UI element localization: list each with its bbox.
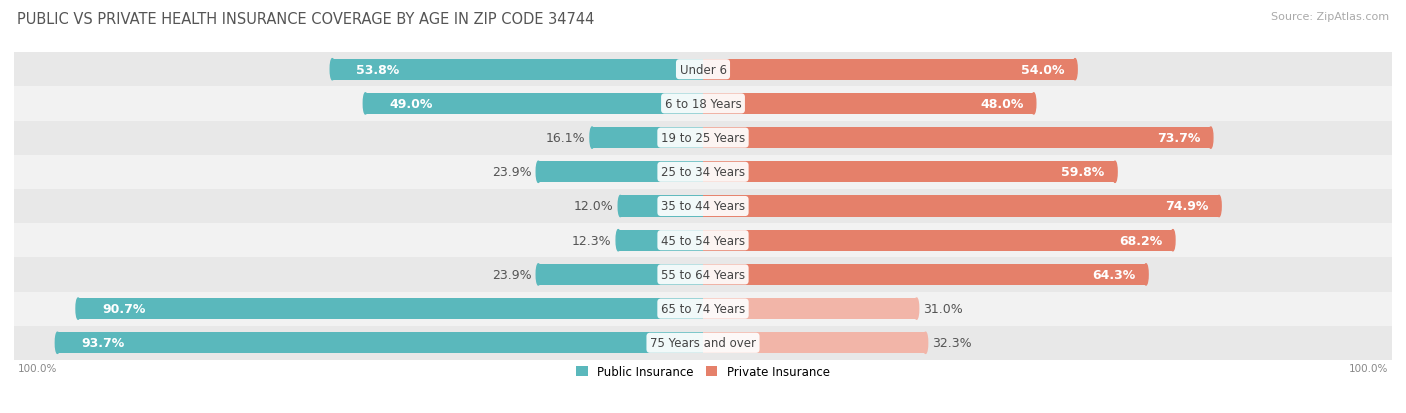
Text: Under 6: Under 6 [679,64,727,76]
Bar [703,298,917,319]
Text: PUBLIC VS PRIVATE HEALTH INSURANCE COVERAGE BY AGE IN ZIP CODE 34744: PUBLIC VS PRIVATE HEALTH INSURANCE COVER… [17,12,595,27]
Bar [79,298,703,319]
Circle shape [536,264,540,285]
Bar [703,162,1115,183]
Text: 100.0%: 100.0% [1350,363,1389,373]
Text: 23.9%: 23.9% [492,166,531,179]
Circle shape [1032,94,1036,115]
Bar [366,94,703,115]
Text: 19 to 25 Years: 19 to 25 Years [661,132,745,145]
Text: 59.8%: 59.8% [1062,166,1105,179]
Bar [703,94,1033,115]
Bar [703,332,925,354]
Bar [14,292,1392,326]
Circle shape [1114,162,1118,183]
Circle shape [591,128,595,149]
Bar [703,264,1146,285]
Text: 73.7%: 73.7% [1157,132,1201,145]
Bar [703,196,1219,217]
Text: 25 to 34 Years: 25 to 34 Years [661,166,745,179]
Text: 55 to 64 Years: 55 to 64 Years [661,268,745,281]
Bar [592,128,703,149]
Bar [14,258,1392,292]
Bar [703,128,1211,149]
Bar [703,230,1173,251]
Bar [620,196,703,217]
Text: 12.0%: 12.0% [574,200,613,213]
Circle shape [536,162,540,183]
Circle shape [616,230,620,251]
Bar [703,59,1076,81]
Text: 48.0%: 48.0% [980,97,1024,111]
Text: 68.2%: 68.2% [1119,234,1163,247]
Text: 100.0%: 100.0% [17,363,56,373]
Text: 65 to 74 Years: 65 to 74 Years [661,302,745,316]
Text: 12.3%: 12.3% [572,234,612,247]
Text: 90.7%: 90.7% [103,302,146,316]
Circle shape [619,196,623,217]
Bar [538,162,703,183]
Circle shape [363,94,367,115]
Legend: Public Insurance, Private Insurance: Public Insurance, Private Insurance [571,360,835,383]
Circle shape [1171,230,1175,251]
Text: 93.7%: 93.7% [82,337,125,349]
Text: 31.0%: 31.0% [924,302,963,316]
Text: 74.9%: 74.9% [1166,200,1209,213]
Circle shape [1073,59,1077,81]
Bar [538,264,703,285]
Bar [14,190,1392,223]
Text: 32.3%: 32.3% [932,337,972,349]
Bar [14,121,1392,155]
Text: Source: ZipAtlas.com: Source: ZipAtlas.com [1271,12,1389,22]
Text: 49.0%: 49.0% [389,97,433,111]
Text: 64.3%: 64.3% [1092,268,1136,281]
Circle shape [55,332,59,354]
Text: 16.1%: 16.1% [546,132,585,145]
Circle shape [914,298,918,319]
Circle shape [924,332,928,354]
Text: 35 to 44 Years: 35 to 44 Years [661,200,745,213]
Text: 75 Years and over: 75 Years and over [650,337,756,349]
Bar [332,59,703,81]
Bar [14,223,1392,258]
Bar [14,87,1392,121]
Text: 54.0%: 54.0% [1021,64,1064,76]
Bar [619,230,703,251]
Circle shape [330,59,335,81]
Bar [14,326,1392,360]
Circle shape [1144,264,1149,285]
Bar [58,332,703,354]
Circle shape [1216,196,1222,217]
Text: 45 to 54 Years: 45 to 54 Years [661,234,745,247]
Text: 6 to 18 Years: 6 to 18 Years [665,97,741,111]
Bar [14,155,1392,190]
Text: 53.8%: 53.8% [357,64,399,76]
Text: 23.9%: 23.9% [492,268,531,281]
Bar [14,53,1392,87]
Circle shape [1209,128,1213,149]
Circle shape [76,298,80,319]
